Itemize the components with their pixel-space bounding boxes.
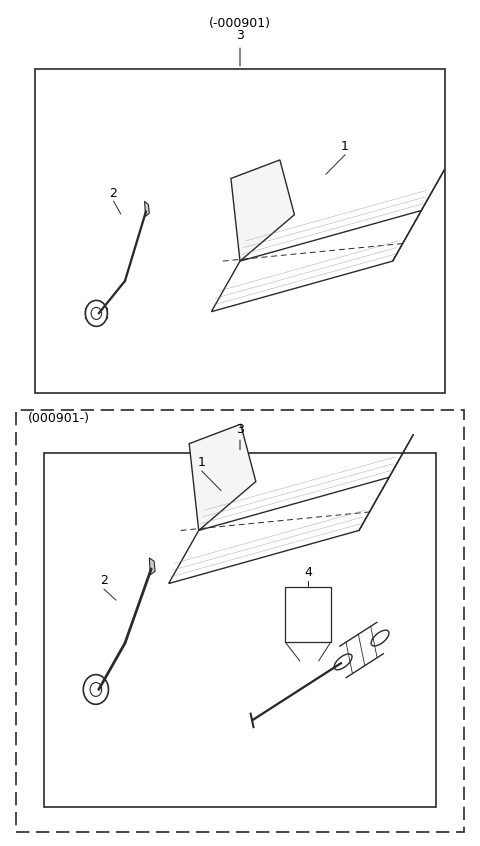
Bar: [44, 453, 436, 807]
Bar: [35, 69, 445, 393]
Text: 4: 4: [304, 566, 312, 579]
Text: 1: 1: [341, 140, 349, 153]
Text: 1: 1: [198, 456, 206, 470]
Bar: [16, 410, 464, 832]
Text: (-000901): (-000901): [209, 17, 271, 30]
Text: 3: 3: [236, 29, 244, 41]
Polygon shape: [189, 424, 256, 530]
Text: 2: 2: [109, 187, 118, 200]
Text: 2: 2: [100, 574, 108, 587]
Text: 3: 3: [236, 423, 244, 436]
Polygon shape: [149, 558, 155, 574]
Polygon shape: [144, 201, 149, 217]
Polygon shape: [231, 160, 294, 261]
Text: (000901-): (000901-): [28, 412, 90, 425]
Bar: [285, 587, 331, 642]
